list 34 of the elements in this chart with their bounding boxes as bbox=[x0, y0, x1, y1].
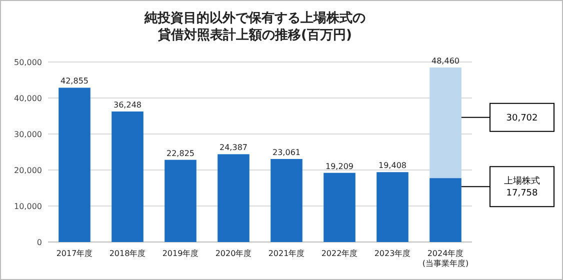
text: 上場株式 17,758 bbox=[504, 176, 540, 199]
x-tick-label: 2022年度 bbox=[321, 249, 358, 258]
total-label: 19,209 bbox=[326, 162, 354, 171]
total-label: 48,460 bbox=[432, 56, 460, 66]
bar bbox=[430, 68, 462, 178]
total-label: 42,855 bbox=[60, 76, 88, 86]
bar bbox=[58, 88, 90, 242]
bar bbox=[112, 112, 144, 242]
bar bbox=[324, 172, 356, 242]
y-tick-label: 10,000 bbox=[14, 202, 42, 211]
y-tick-label: 30,000 bbox=[14, 130, 42, 139]
bar bbox=[218, 154, 250, 242]
total-label: 24,387 bbox=[220, 143, 248, 152]
x-tick-label: 2018年度 bbox=[109, 249, 146, 258]
y-tick-label: 0 bbox=[36, 238, 42, 247]
x-tick-label: 2017年度 bbox=[56, 249, 93, 258]
total-label: 22,825 bbox=[166, 148, 194, 158]
total-label: 23,061 bbox=[272, 148, 300, 157]
x-tick-label: 2023年度 bbox=[374, 249, 411, 258]
total-label: 19,408 bbox=[378, 161, 406, 170]
bar bbox=[270, 158, 302, 242]
chart-title: 純投資目的以外で保有する上場株式の貸借対照表計上額の推移(百万円) bbox=[144, 10, 366, 43]
y-tick-label: 20,000 bbox=[14, 166, 42, 175]
bar bbox=[376, 172, 408, 242]
y-tick-label: 50,000 bbox=[14, 58, 42, 67]
x-tick-label: 2019年度 bbox=[162, 249, 199, 258]
text: 30,702 bbox=[506, 113, 538, 124]
bar bbox=[164, 160, 196, 242]
x-tick-label: 2020年度 bbox=[215, 249, 252, 258]
total-label: 36,248 bbox=[114, 100, 142, 110]
x-tick-label: 2024年度 (当事業年度) bbox=[422, 249, 469, 268]
y-tick-label: 40,000 bbox=[14, 94, 42, 103]
bar bbox=[430, 178, 462, 242]
x-tick-label: 2021年度 bbox=[268, 249, 305, 258]
